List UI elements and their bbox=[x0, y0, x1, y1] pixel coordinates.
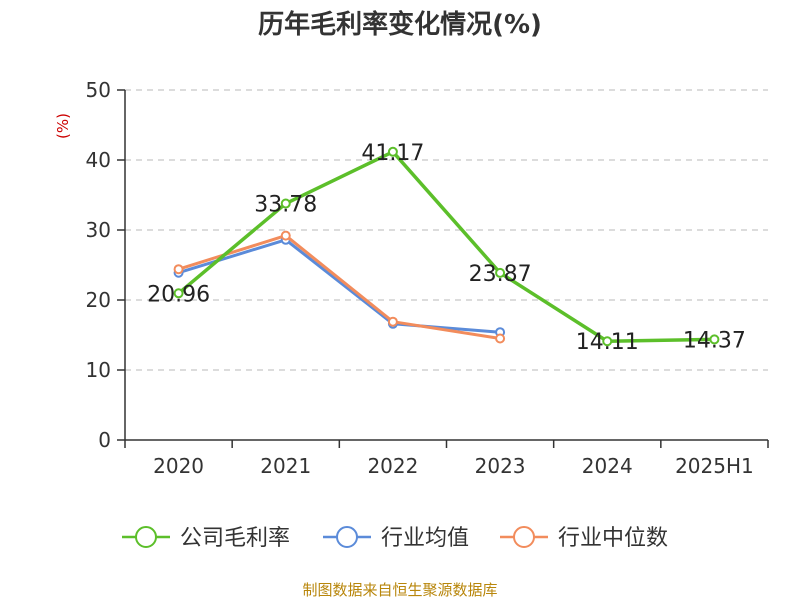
series-2-point-2020 bbox=[173, 264, 184, 275]
chart-title: 历年毛利率变化情况(%) bbox=[258, 9, 542, 40]
series-0-point-2023 bbox=[495, 267, 506, 278]
y-tick-label-30: 30 bbox=[86, 218, 111, 242]
y-tick-label-50: 50 bbox=[86, 78, 111, 102]
legend-label-1: 行业均值 bbox=[381, 526, 469, 551]
legend-item-1: 行业均值 bbox=[323, 526, 469, 551]
y-tick-label-10: 10 bbox=[86, 358, 111, 382]
legend-marker-0 bbox=[135, 526, 157, 548]
y-tick-label-0: 0 bbox=[98, 428, 111, 452]
series-0 bbox=[173, 146, 720, 347]
series-2 bbox=[173, 230, 506, 344]
axes: 0 10 20 30 40 50 2020 2021 2022 2023 2024 2025H1 bbox=[86, 78, 769, 478]
y-tick-label-40: 40 bbox=[86, 148, 111, 172]
y-tick-label-20: 20 bbox=[86, 288, 111, 312]
gridlines bbox=[125, 89, 768, 371]
series-0-point-2020 bbox=[173, 288, 184, 299]
source-note: 制图数据来自恒生聚源数据库 bbox=[302, 581, 497, 599]
legend-item-0: 公司毛利率 bbox=[122, 526, 290, 551]
data-label-2025H1: 14.37 bbox=[683, 328, 746, 353]
series-2-point-2023 bbox=[495, 333, 506, 344]
series-layer bbox=[173, 146, 720, 347]
data-labels: 20.96 33.78 41.17 23.87 14.11 14.37 bbox=[147, 141, 746, 355]
legend: 公司毛利率 行业均值 行业中位数 bbox=[122, 526, 668, 551]
series-line-1 bbox=[178, 238, 501, 334]
legend-marker-2 bbox=[513, 526, 535, 548]
x-tick-label-2024: 2024 bbox=[582, 454, 633, 478]
series-0-point-2021 bbox=[280, 198, 291, 209]
data-label-2023: 23.87 bbox=[469, 262, 532, 287]
x-tick-label-2020: 2020 bbox=[153, 454, 204, 478]
legend-marker-1 bbox=[336, 526, 358, 548]
series-0-point-2025H1 bbox=[709, 334, 720, 345]
legend-label-0: 公司毛利率 bbox=[180, 526, 290, 551]
legend-label-2: 行业中位数 bbox=[558, 526, 668, 551]
x-tick-label-2021: 2021 bbox=[260, 454, 311, 478]
series-0-point-2024 bbox=[602, 336, 613, 347]
series-1 bbox=[173, 234, 506, 338]
series-2-point-2021 bbox=[280, 230, 291, 241]
legend-item-2: 行业中位数 bbox=[500, 526, 668, 551]
series-0-point-2022 bbox=[387, 146, 398, 157]
data-label-2022: 41.17 bbox=[361, 141, 424, 166]
x-tick-label-2025H1: 2025H1 bbox=[675, 454, 754, 478]
x-tick-label-2022: 2022 bbox=[367, 454, 418, 478]
series-2-point-2022 bbox=[387, 316, 398, 327]
y-axis-unit-label: (%) bbox=[54, 113, 72, 139]
data-label-2024: 14.11 bbox=[576, 330, 639, 355]
data-label-2020: 20.96 bbox=[147, 282, 210, 307]
x-tick-label-2023: 2023 bbox=[475, 454, 526, 478]
series-line-2 bbox=[178, 234, 501, 340]
series-line-0 bbox=[177, 150, 715, 343]
data-label-2021: 33.78 bbox=[254, 193, 317, 218]
